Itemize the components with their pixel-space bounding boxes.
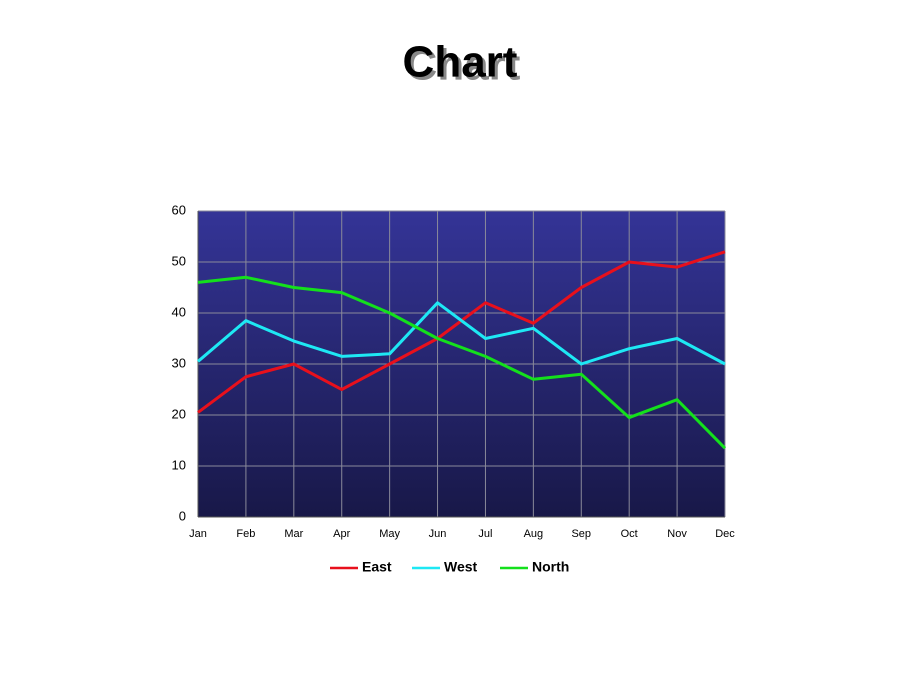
- x-tick-label: Sep: [571, 528, 591, 540]
- legend-label: East: [362, 559, 392, 575]
- x-tick-label: Apr: [333, 528, 350, 540]
- y-tick-label: 50: [172, 253, 186, 268]
- legend-label: West: [444, 559, 478, 575]
- x-tick-label: Jul: [478, 528, 492, 540]
- x-tick-label: Jun: [429, 528, 447, 540]
- x-tick-label: Aug: [524, 528, 544, 540]
- chart-title: Chart: [403, 38, 518, 87]
- y-tick-label: 40: [172, 304, 186, 319]
- title-shadow: Chart: [406, 41, 521, 90]
- y-tick-label: 10: [172, 457, 186, 472]
- line-series: [197, 275, 727, 450]
- y-tick-label: 20: [172, 406, 186, 421]
- x-tick-label: Mar: [284, 528, 303, 540]
- legend-label: North: [532, 559, 569, 575]
- x-tick-label: Nov: [667, 528, 687, 540]
- x-tick-label: Oct: [621, 528, 638, 540]
- x-tick-label: Jan: [189, 528, 207, 540]
- y-tick-label: 0: [179, 508, 186, 523]
- line-series: [197, 301, 726, 366]
- x-tick-label: Dec: [715, 528, 735, 540]
- x-tick-label: Feb: [236, 528, 255, 540]
- y-tick-label: 60: [172, 202, 186, 217]
- x-tick-label: May: [379, 528, 400, 540]
- y-tick-label: 30: [172, 355, 186, 370]
